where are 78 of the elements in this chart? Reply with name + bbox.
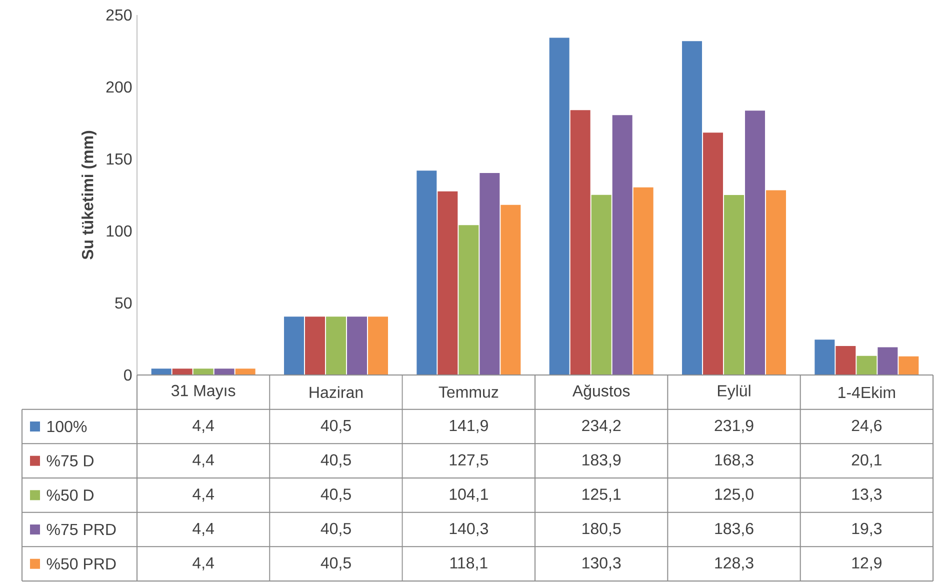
data-label: 13,3 bbox=[852, 488, 882, 502]
bar bbox=[766, 190, 786, 375]
bar bbox=[814, 340, 835, 375]
bar bbox=[591, 194, 612, 375]
legend-label: %75 D bbox=[46, 455, 94, 466]
y-tick-label: 100 bbox=[106, 225, 132, 237]
bar bbox=[326, 316, 346, 375]
bar bbox=[214, 368, 234, 375]
data-label: 141,9 bbox=[450, 420, 488, 434]
bar bbox=[724, 195, 744, 375]
data-label: 4,4 bbox=[192, 522, 214, 536]
x-tick-label: Haziran bbox=[310, 386, 363, 398]
bar bbox=[172, 368, 192, 375]
data-label: 180,5 bbox=[582, 522, 621, 536]
bar bbox=[458, 225, 479, 375]
data-label: 125,1 bbox=[582, 488, 621, 502]
bar bbox=[878, 347, 898, 375]
data-label: 125,0 bbox=[715, 488, 754, 502]
bar bbox=[836, 346, 856, 375]
bar bbox=[682, 41, 702, 375]
data-label: 40,5 bbox=[320, 522, 351, 536]
data-label: 40,5 bbox=[320, 557, 351, 570]
data-label: 130,3 bbox=[582, 557, 621, 570]
data-label: 104,1 bbox=[450, 488, 488, 502]
bar bbox=[305, 316, 326, 375]
bar bbox=[898, 356, 919, 375]
x-tick-label: 31 Mayıs bbox=[171, 384, 236, 400]
data-label: 118,1 bbox=[450, 557, 488, 570]
legend-label: %50 D bbox=[46, 490, 94, 501]
bar bbox=[284, 316, 304, 375]
bar bbox=[549, 38, 570, 375]
x-tick-label: Ağustos bbox=[572, 384, 630, 400]
bar bbox=[500, 204, 521, 375]
data-label: 140,3 bbox=[450, 522, 488, 536]
data-label: 40,5 bbox=[320, 488, 351, 502]
x-tick-label: Temmuz bbox=[438, 386, 498, 398]
bar bbox=[151, 368, 172, 375]
y-tick-label: 250 bbox=[106, 9, 132, 21]
legend-label: %50 PRD bbox=[46, 558, 116, 570]
y-tick-label: 200 bbox=[106, 81, 132, 93]
data-label: 128,3 bbox=[715, 557, 754, 570]
bar bbox=[570, 110, 590, 375]
bar bbox=[416, 170, 437, 375]
data-label: 12,9 bbox=[852, 557, 882, 570]
data-label: 4,4 bbox=[192, 557, 214, 570]
data-label: 231,9 bbox=[714, 420, 754, 434]
bar bbox=[745, 110, 766, 375]
bar bbox=[856, 356, 877, 375]
y-tick-label: 50 bbox=[115, 297, 132, 309]
bar bbox=[368, 316, 388, 375]
data-label: 127,5 bbox=[450, 454, 488, 468]
x-tick-label: Eylül bbox=[718, 384, 750, 400]
data-label: 168,3 bbox=[715, 454, 754, 468]
y-tick-label: 0 bbox=[124, 369, 132, 381]
data-label: 4,4 bbox=[192, 420, 214, 434]
data-label: 20,1 bbox=[852, 454, 882, 468]
data-label: 4,4 bbox=[192, 488, 214, 502]
data-label: 24,6 bbox=[852, 420, 882, 434]
bar bbox=[438, 191, 458, 375]
legend-label: %75 PRD bbox=[46, 524, 116, 536]
bar bbox=[193, 368, 214, 375]
bar bbox=[480, 172, 500, 375]
x-tick-label: 1-4Ekim bbox=[838, 386, 895, 398]
data-label: 183,6 bbox=[715, 522, 754, 536]
bar bbox=[235, 368, 256, 375]
bar bbox=[347, 316, 368, 375]
legend-label: 100% bbox=[47, 420, 87, 432]
bar bbox=[612, 115, 632, 375]
data-label: 183,9 bbox=[582, 454, 621, 468]
y-axis-title: Su tüketimi (mm) bbox=[82, 130, 96, 260]
data-label: 19,3 bbox=[852, 522, 882, 536]
y-tick-label: 150 bbox=[106, 153, 132, 165]
bar bbox=[633, 187, 654, 375]
data-label: 40,5 bbox=[320, 454, 351, 468]
bar bbox=[703, 132, 724, 375]
data-label: 234,2 bbox=[582, 420, 621, 434]
data-label: 40,5 bbox=[320, 420, 351, 434]
data-label: 4,4 bbox=[192, 454, 214, 468]
